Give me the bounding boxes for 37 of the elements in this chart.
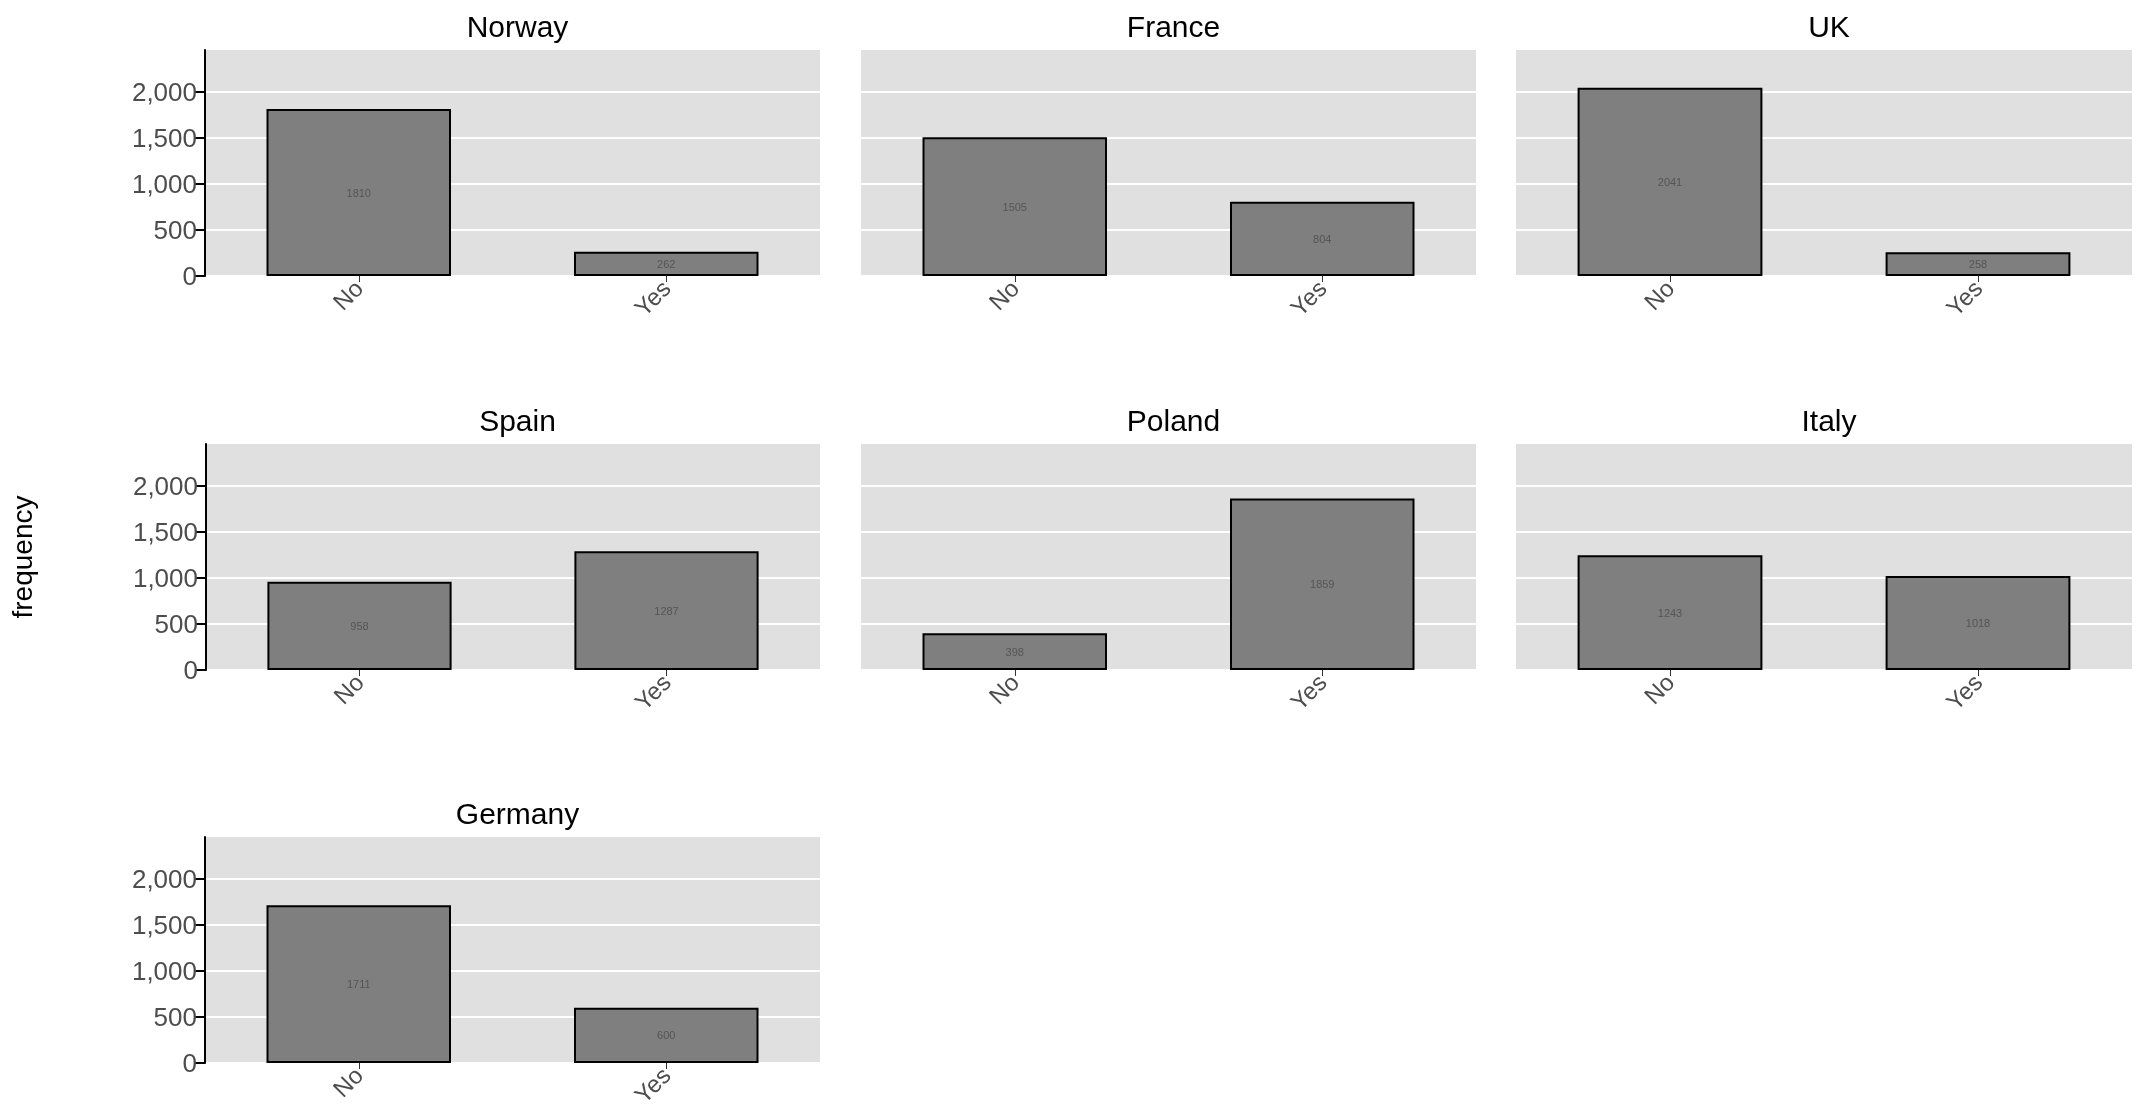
chart-title: France	[1126, 9, 1221, 43]
y-tick-label: 500	[153, 1001, 197, 1032]
y-tick-label: 500	[153, 214, 197, 245]
y-tick-label: 1,500	[132, 516, 198, 547]
y-tick-label: 1,000	[131, 955, 197, 986]
x-tick-label: Yes	[629, 274, 676, 322]
x-tick-label: Yes	[1285, 668, 1332, 716]
chart-title: Italy	[1801, 403, 1857, 437]
y-tick-label: 0	[183, 655, 198, 685]
chart-title: Spain	[479, 403, 556, 437]
x-tick-label: Yes	[1285, 274, 1332, 322]
y-axis-title: frequency	[6, 495, 38, 619]
y-tick-label: 1,500	[131, 122, 197, 153]
chart-title: UK	[1808, 9, 1850, 43]
x-tick-label: No	[983, 274, 1025, 316]
y-tick-label: 500	[154, 608, 198, 639]
y-tick-label: 0	[182, 261, 197, 291]
y-tick-label: 1,000	[131, 168, 197, 199]
y-tick-label: 2,000	[131, 863, 197, 894]
chart-title: Norway	[466, 9, 569, 43]
y-tick-label: 2,000	[132, 470, 198, 501]
x-tick-label: Yes	[629, 668, 677, 716]
x-tick-label: No	[983, 668, 1025, 710]
x-tick-label: Yes	[1940, 668, 1988, 716]
x-tick-label: No	[327, 274, 369, 316]
chart-title: Poland	[1126, 403, 1221, 437]
chart-title: Germany	[455, 796, 580, 830]
y-tick-label: 0	[182, 1048, 197, 1078]
x-tick-label: No	[327, 1061, 369, 1103]
y-tick-label: 2,000	[131, 76, 197, 107]
x-tick-label: Yes	[1940, 274, 1988, 322]
x-tick-label: No	[1638, 274, 1680, 316]
x-tick-label: Yes	[629, 1061, 676, 1109]
x-tick-label: No	[1638, 668, 1680, 710]
y-tick-label: 1,000	[132, 562, 198, 593]
y-tick-label: 1,500	[131, 909, 197, 940]
x-tick-label: No	[328, 668, 370, 710]
